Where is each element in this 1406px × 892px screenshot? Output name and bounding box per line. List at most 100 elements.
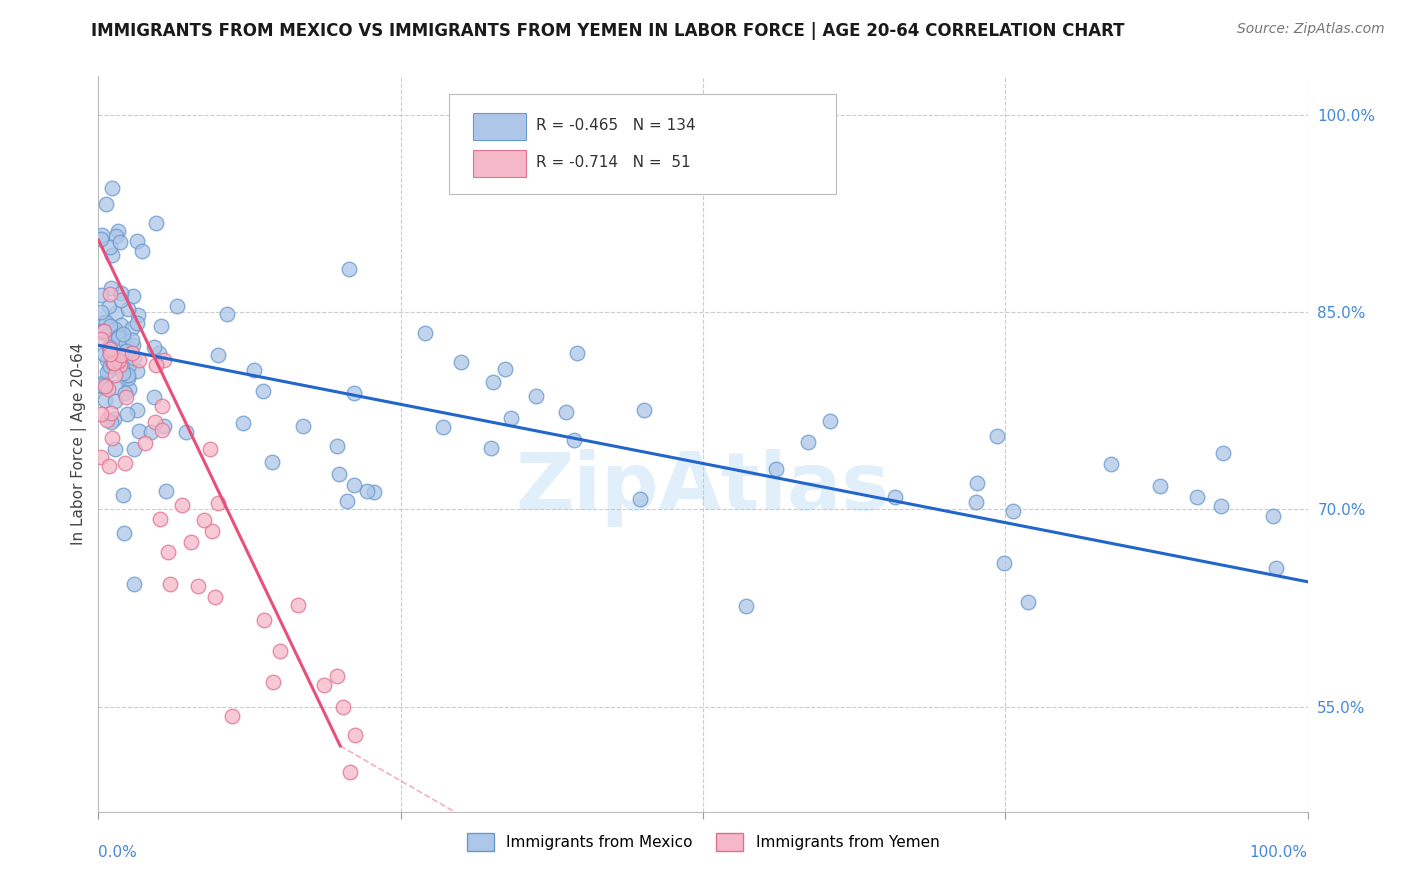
Point — [103, 355, 125, 369]
Point — [269, 643, 291, 657]
Point — [555, 405, 578, 419]
Point — [122, 351, 145, 366]
Point — [114, 456, 136, 470]
Point — [180, 535, 202, 549]
Point — [104, 358, 127, 372]
Point — [1212, 446, 1234, 460]
Point — [103, 412, 125, 426]
Point — [363, 484, 385, 499]
Point — [232, 416, 254, 430]
Point — [482, 375, 505, 389]
Point — [155, 484, 177, 499]
Point — [96, 197, 118, 211]
Point — [97, 458, 120, 473]
Point — [104, 351, 127, 365]
Point — [1002, 504, 1025, 518]
Point — [107, 354, 129, 368]
Point — [198, 442, 221, 456]
Point — [96, 413, 118, 427]
Point — [98, 286, 121, 301]
Point — [965, 495, 987, 509]
Point — [104, 442, 127, 457]
Point — [90, 407, 112, 421]
Point — [291, 419, 314, 434]
Point — [174, 425, 197, 440]
Point — [97, 382, 120, 396]
FancyBboxPatch shape — [474, 113, 526, 140]
Point — [796, 435, 818, 450]
Point — [90, 332, 112, 346]
Point — [115, 407, 138, 421]
Point — [127, 403, 149, 417]
Legend: Immigrants from Mexico, Immigrants from Yemen: Immigrants from Mexico, Immigrants from … — [461, 827, 945, 857]
Point — [567, 346, 589, 360]
Point — [1187, 491, 1209, 505]
Y-axis label: In Labor Force | Age 20-64: In Labor Force | Age 20-64 — [72, 343, 87, 545]
Text: R = -0.465   N = 134: R = -0.465 N = 134 — [536, 119, 696, 134]
Point — [117, 368, 139, 382]
Point — [207, 348, 229, 362]
Point — [93, 325, 115, 339]
Point — [242, 362, 264, 376]
Point — [143, 390, 166, 404]
Point — [104, 380, 127, 394]
Point — [117, 302, 139, 317]
Point — [117, 370, 139, 384]
Point — [90, 288, 112, 302]
Point — [104, 228, 127, 243]
Point — [148, 512, 170, 526]
Point — [110, 348, 132, 362]
Point — [93, 315, 115, 329]
Point — [108, 359, 131, 373]
FancyBboxPatch shape — [449, 95, 837, 194]
Point — [121, 333, 143, 347]
Point — [90, 377, 112, 392]
Point — [128, 352, 150, 367]
Point — [90, 325, 112, 339]
Point — [1149, 479, 1171, 493]
Point — [96, 315, 118, 329]
Point — [326, 669, 349, 683]
Point — [134, 435, 156, 450]
Point — [193, 513, 215, 527]
Point — [328, 467, 350, 482]
Point — [143, 340, 166, 354]
Point — [432, 419, 454, 434]
Point — [108, 328, 131, 343]
Text: 0.0%: 0.0% — [98, 845, 138, 860]
Point — [253, 613, 276, 627]
Point — [450, 354, 472, 368]
Point — [103, 356, 125, 370]
Point — [201, 524, 224, 539]
Point — [344, 727, 367, 741]
Point — [336, 493, 359, 508]
Point — [91, 376, 114, 391]
Point — [97, 363, 120, 377]
Point — [118, 382, 141, 396]
Point — [114, 344, 136, 359]
Point — [1099, 457, 1122, 471]
Point — [127, 234, 149, 248]
Point — [125, 364, 148, 378]
Point — [1209, 500, 1232, 514]
Point — [90, 450, 112, 464]
Point — [114, 386, 136, 401]
Point — [993, 556, 1015, 570]
Point — [1261, 508, 1284, 523]
Point — [128, 424, 150, 438]
Point — [187, 579, 209, 593]
Point — [98, 240, 121, 254]
Point — [108, 235, 131, 249]
Point — [287, 598, 309, 612]
Point — [252, 384, 274, 398]
Point — [150, 423, 173, 437]
Point — [356, 483, 378, 498]
Point — [110, 293, 132, 307]
Point — [94, 378, 117, 392]
Point — [145, 358, 167, 372]
Point — [818, 414, 841, 428]
Point — [101, 356, 124, 370]
Point — [524, 389, 547, 403]
Point — [204, 591, 226, 605]
Point — [215, 308, 238, 322]
